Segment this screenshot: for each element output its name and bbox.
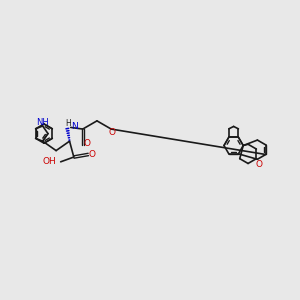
Text: O: O [83,139,90,148]
Text: OH: OH [43,157,56,166]
Text: N: N [71,122,78,131]
Text: H: H [65,119,70,128]
Text: NH: NH [36,118,49,127]
Text: O: O [255,160,262,169]
Text: O: O [89,150,96,159]
Text: O: O [108,128,115,137]
